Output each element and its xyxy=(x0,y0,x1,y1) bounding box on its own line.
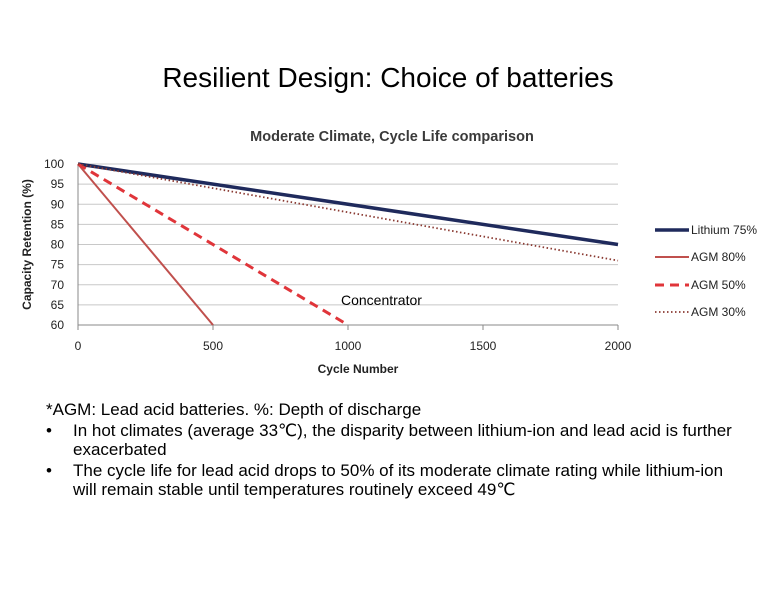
y-axis-ticks: 60 65 70 75 80 85 90 95 100 xyxy=(44,157,64,332)
line-chart: Moderate Climate, Cycle Life comparison … xyxy=(20,129,757,376)
footnote: *AGM: Lead acid batteries. %: Depth of d… xyxy=(46,400,422,419)
x-tick-label: 1500 xyxy=(470,339,497,353)
bullet-text: The cycle life for lead acid drops to 50… xyxy=(73,461,724,499)
bullet-item: • The cycle life for lead acid drops to … xyxy=(46,461,746,499)
annotation-label: Concentrator xyxy=(341,292,422,308)
chart-series xyxy=(77,162,619,327)
series-line xyxy=(77,162,619,247)
legend-label: Lithium 75% xyxy=(691,223,757,237)
x-tick-label: 1000 xyxy=(335,339,362,353)
x-tick-label: 2000 xyxy=(605,339,632,353)
x-tick-label: 500 xyxy=(203,339,223,353)
series-line xyxy=(77,163,619,262)
chart-legend: Lithium 75% AGM 80% AGM 50% AGM 30% xyxy=(655,223,757,319)
y-tick-label: 100 xyxy=(44,157,64,171)
x-tick-label: 0 xyxy=(75,339,82,353)
series-line xyxy=(77,162,349,327)
y-tick-label: 60 xyxy=(51,318,65,332)
legend-label: AGM 50% xyxy=(691,278,746,292)
legend-label: AGM 80% xyxy=(691,250,746,264)
x-axis-label: Cycle Number xyxy=(318,362,399,376)
y-tick-label: 70 xyxy=(51,278,65,292)
series-line xyxy=(77,163,214,326)
bullet-text: In hot climates (average 33℃), the dispa… xyxy=(73,421,732,459)
chart-title: Moderate Climate, Cycle Life comparison xyxy=(250,129,534,145)
y-tick-label: 75 xyxy=(51,258,65,272)
bullet-icon: • xyxy=(46,461,52,480)
x-axis-ticks: 0 500 1000 1500 2000 xyxy=(75,325,632,353)
bullet-item: • In hot climates (average 33℃), the dis… xyxy=(46,421,746,459)
slide-title: Resilient Design: Choice of batteries xyxy=(162,62,614,93)
y-tick-label: 80 xyxy=(51,238,65,252)
y-tick-label: 95 xyxy=(51,177,65,191)
bullet-icon: • xyxy=(46,421,52,440)
y-tick-label: 85 xyxy=(51,217,65,231)
y-tick-label: 90 xyxy=(51,197,65,211)
notes: *AGM: Lead acid batteries. %: Depth of d… xyxy=(46,400,746,499)
legend-label: AGM 30% xyxy=(691,305,746,319)
y-axis-label: Capacity Retention (%) xyxy=(20,179,34,310)
y-tick-label: 65 xyxy=(51,298,65,312)
chart-annotations: Concentrator xyxy=(341,292,422,308)
